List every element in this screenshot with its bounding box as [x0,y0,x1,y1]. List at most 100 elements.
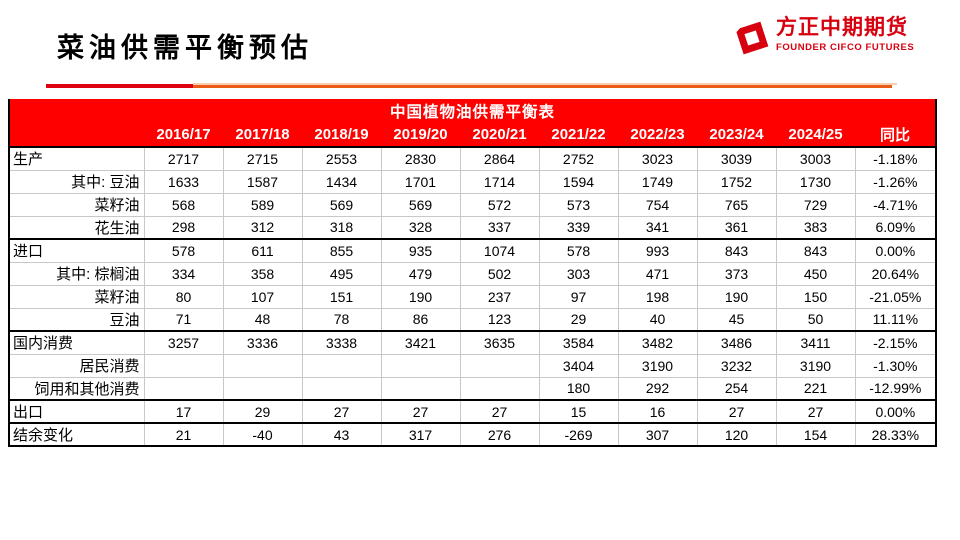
value-cell: 1074 [460,238,540,262]
value-cell: 993 [618,238,698,262]
value-cell: 1714 [460,169,540,193]
value-cell: 3190 [776,353,856,377]
row-label: 其中: 豆油 [9,169,145,193]
row-label: 花生油 [9,215,145,239]
row-label: 国内消费 [9,330,145,354]
value-cell: -21.05% [855,284,937,308]
row-label: 菜籽油 [9,284,145,308]
value-cell: 578 [539,238,619,262]
value-cell: -1.18% [855,146,937,170]
table-row: 豆油 71 48 78 86 123 29 40 45 50 11.11% [9,307,937,331]
value-cell: 3411 [776,330,856,354]
value-cell: 3482 [618,330,698,354]
value-cell: 80 [144,284,224,308]
value-cell: 334 [144,261,224,285]
value-cell: 11.11% [855,307,937,331]
value-cell: 29 [223,399,303,423]
value-cell: -12.99% [855,376,937,400]
value-cell: 318 [302,215,382,239]
value-cell [381,376,461,400]
value-cell: 3336 [223,330,303,354]
value-cell: 27 [302,399,382,423]
value-cell: 765 [697,192,777,216]
value-cell: -269 [539,422,619,446]
value-cell: 254 [697,376,777,400]
value-cell: 237 [460,284,540,308]
value-cell: 180 [539,376,619,400]
value-cell: 361 [697,215,777,239]
value-cell: 578 [144,238,224,262]
title-divider-red [46,84,193,88]
value-cell: 312 [223,215,303,239]
value-cell: 123 [460,307,540,331]
value-cell: 611 [223,238,303,262]
value-cell: 3039 [697,146,777,170]
value-cell: 221 [776,376,856,400]
column-header: 2019/20 [381,123,460,147]
value-cell: 27 [381,399,461,423]
value-cell: 754 [618,192,698,216]
value-cell: 358 [223,261,303,285]
value-cell: 43 [302,422,382,446]
value-cell: 1701 [381,169,461,193]
value-cell: -4.71% [855,192,937,216]
value-cell: 2830 [381,146,461,170]
table-row: 饲用和其他消费 180 292 254 221 -12.99% [9,376,937,400]
value-cell: 3003 [776,146,856,170]
value-cell: 3338 [302,330,382,354]
value-cell: 1434 [302,169,382,193]
value-cell: 3404 [539,353,619,377]
value-cell: 3421 [381,330,461,354]
value-cell [144,376,224,400]
value-cell [223,376,303,400]
value-cell [381,353,461,377]
table-title-row: 中国植物油供需平衡表 [9,99,937,123]
value-cell: 341 [618,215,698,239]
column-header: 2020/21 [460,123,539,147]
value-cell [302,353,382,377]
value-cell [460,376,540,400]
value-cell: 2715 [223,146,303,170]
table-row: 生产 2717 2715 2553 2830 2864 2752 3023 3039 3003 -1… [9,146,937,170]
value-cell: 572 [460,192,540,216]
value-cell: 150 [776,284,856,308]
value-cell: 27 [776,399,856,423]
value-cell: 3023 [618,146,698,170]
value-cell: 29 [539,307,619,331]
value-cell: 328 [381,215,461,239]
label-column-header [9,123,144,147]
row-label: 进口 [9,238,145,262]
value-cell: 569 [302,192,382,216]
value-cell: 568 [144,192,224,216]
value-cell: 97 [539,284,619,308]
table-row: 进口 578 611 855 935 1074 578 993 843 843 0.00% [9,238,937,262]
value-cell: 27 [697,399,777,423]
table-column-header-row: 2016/17 2017/18 2018/19 2019/20 2020/21 2021/… [9,123,937,147]
founder-cube-icon [731,16,769,55]
value-cell: 935 [381,238,461,262]
value-cell: 337 [460,215,540,239]
value-cell: 373 [697,261,777,285]
value-cell: 1587 [223,169,303,193]
logo-cn-text: 方正中期期货 [776,16,908,39]
value-cell: 450 [776,261,856,285]
column-header: 2017/18 [223,123,302,147]
value-cell: 3190 [618,353,698,377]
value-cell: 307 [618,422,698,446]
value-cell: 1749 [618,169,698,193]
value-cell: 190 [381,284,461,308]
value-cell: 573 [539,192,619,216]
company-logo: 方正中期期货 FOUNDER CIFCO FUTURES [731,12,914,60]
value-cell: 502 [460,261,540,285]
value-cell: 1594 [539,169,619,193]
value-cell: 471 [618,261,698,285]
value-cell: 71 [144,307,224,331]
logo-text: 方正中期期货 FOUNDER CIFCO FUTURES [776,12,914,53]
table-row: 菜籽油 568 589 569 569 572 573 754 765 729 -4.71% [9,192,937,216]
table-row: 出口 17 29 27 27 27 15 16 27 27 0.00% [9,399,937,423]
table-row: 其中: 豆油 1633 1587 1434 1701 1714 1594 1749 1752 17… [9,169,937,193]
row-label: 菜籽油 [9,192,145,216]
value-cell: 2717 [144,146,224,170]
value-cell: 2752 [539,146,619,170]
